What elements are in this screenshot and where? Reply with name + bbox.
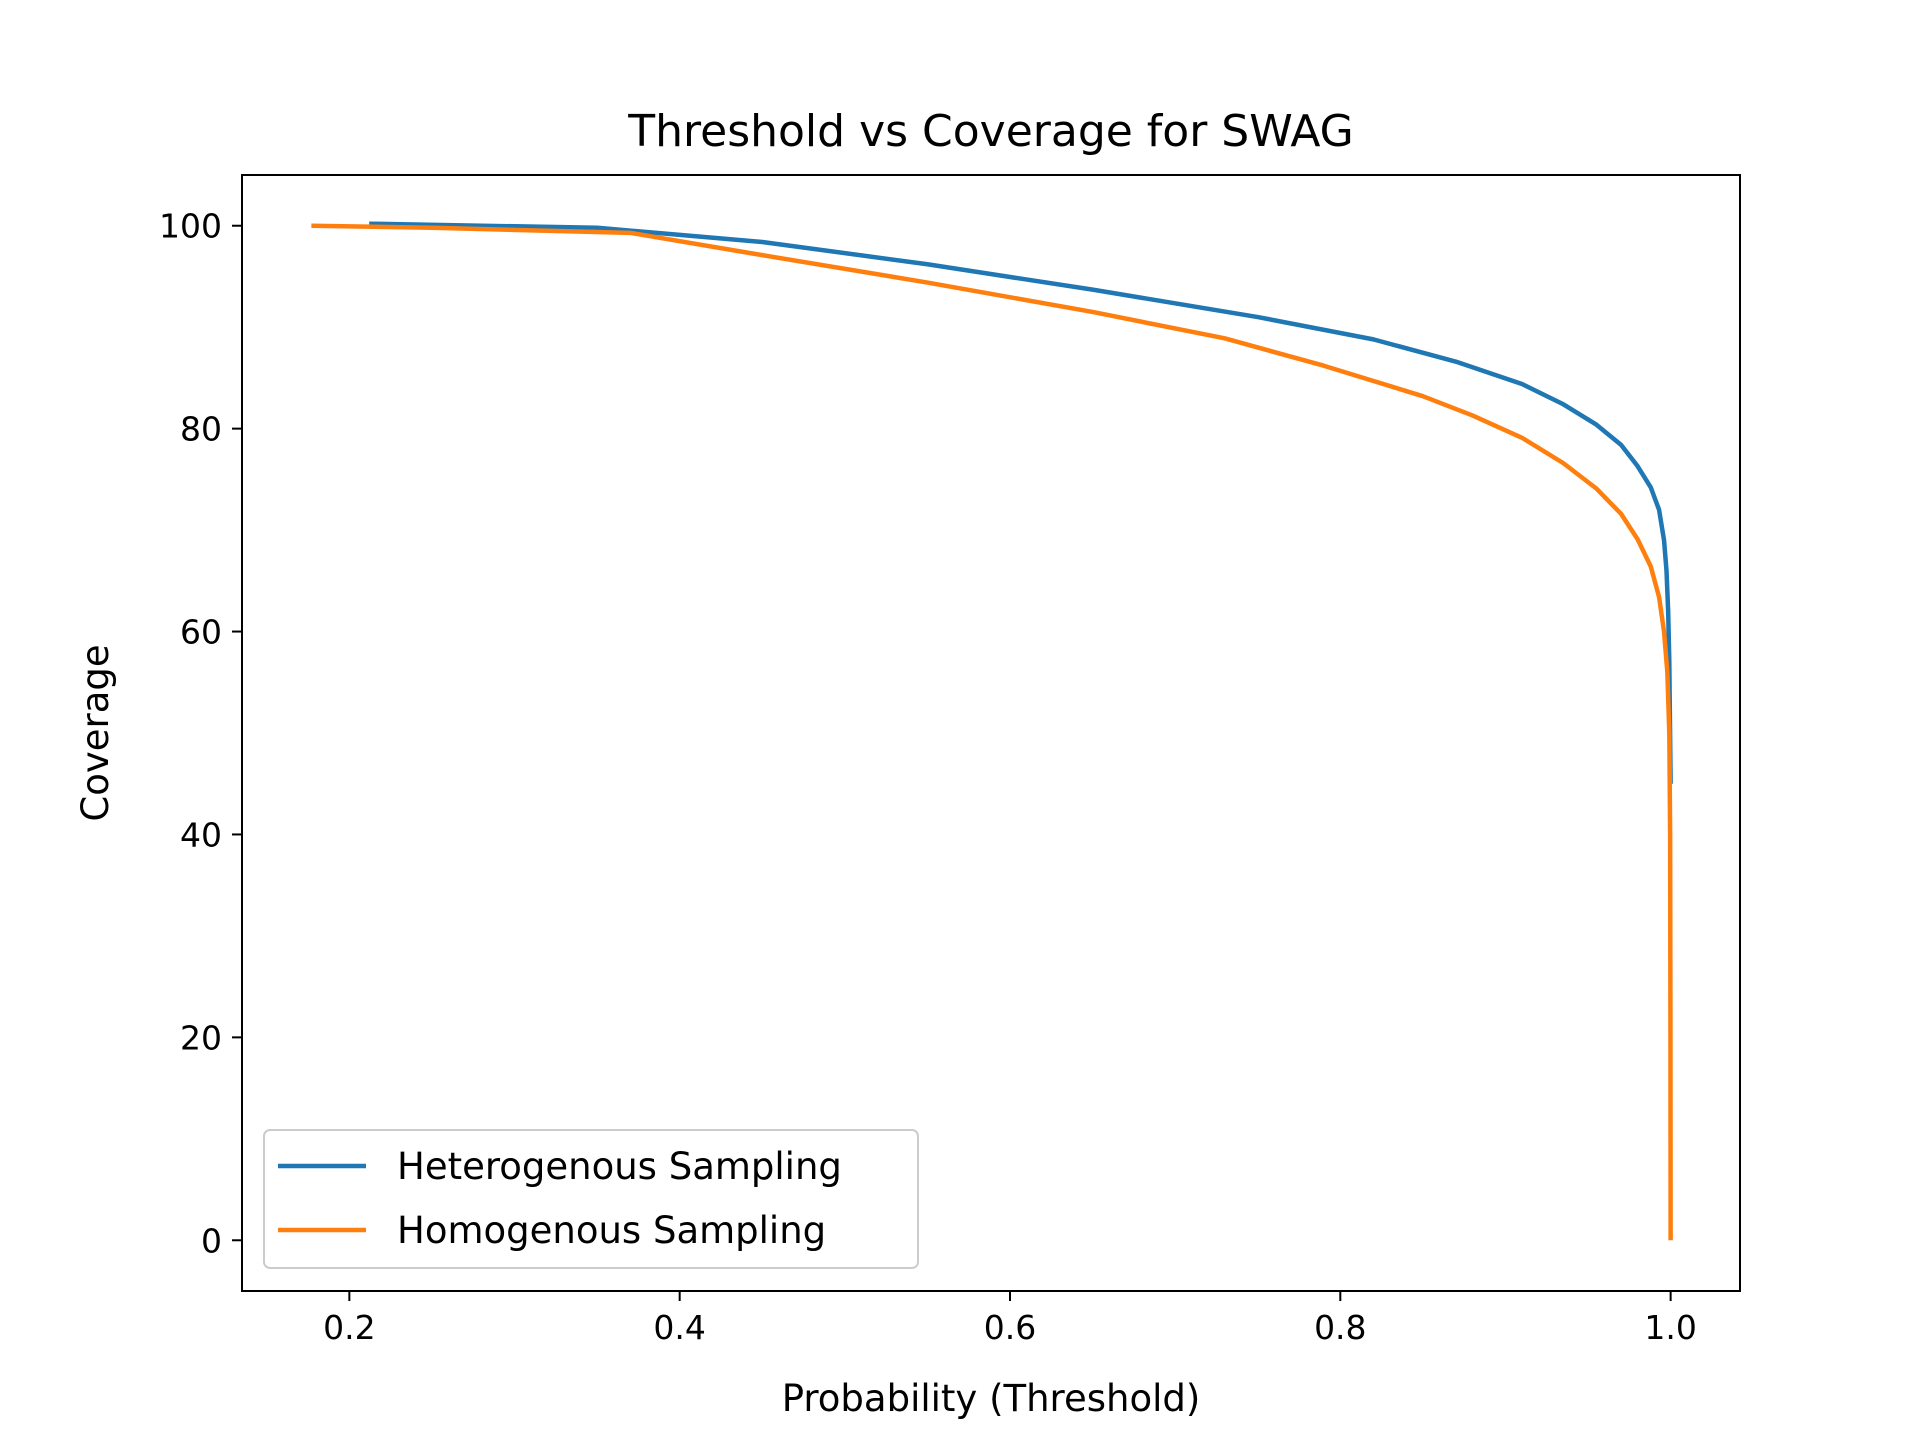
legend-label-heterogenous: Heterogenous Sampling	[397, 1145, 842, 1188]
y-tick-label: 80	[180, 410, 222, 449]
y-tick-label: 40	[180, 815, 222, 854]
y-axis-label: Coverage	[74, 644, 117, 821]
legend-box	[263, 1129, 919, 1269]
y-tick-label: 0	[201, 1221, 222, 1260]
y-axis: 0 20 40 60 80 100	[159, 207, 242, 1260]
plot-frame	[241, 174, 1741, 1292]
y-tick-label: 100	[159, 207, 222, 246]
x-axis: 0.2 0.4 0.6 0.8 1.0	[323, 1291, 1697, 1347]
x-tick-label: 0.2	[323, 1308, 375, 1347]
series-line-1	[311, 223, 1673, 1241]
legend-label-homogenous: Homogenous Sampling	[397, 1209, 826, 1252]
y-tick-label: 20	[180, 1018, 222, 1057]
x-tick-label: 0.6	[984, 1308, 1036, 1347]
x-axis-label: Probability (Threshold)	[782, 1377, 1201, 1420]
series-line-0	[369, 221, 1673, 784]
x-tick-label: 1.0	[1644, 1308, 1696, 1347]
x-tick-label: 0.4	[653, 1308, 705, 1347]
chart-title: Threshold vs Coverage for SWAG	[627, 106, 1354, 157]
y-tick-label: 60	[180, 613, 222, 652]
plot-area	[311, 221, 1673, 1241]
legend: Heterogenous Sampling Homogenous Samplin…	[263, 1129, 919, 1269]
x-tick-label: 0.8	[1314, 1308, 1366, 1347]
